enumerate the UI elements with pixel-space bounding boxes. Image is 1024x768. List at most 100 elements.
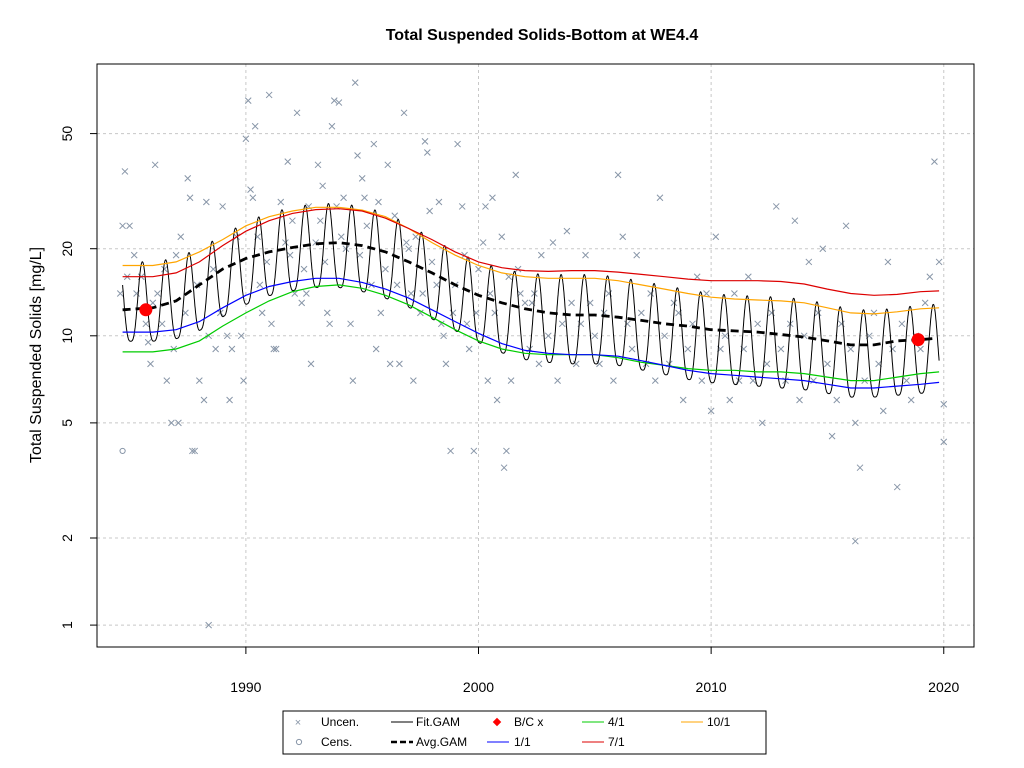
y-tick-label: 50 xyxy=(59,126,75,142)
legend-item-4-1: 4/1 xyxy=(582,715,625,729)
data-point-uncen xyxy=(828,432,836,440)
data-point-uncen xyxy=(435,198,443,206)
data-point-uncen xyxy=(479,239,487,246)
data-point-uncen xyxy=(889,345,896,353)
data-point-uncen xyxy=(498,233,506,241)
data-point-uncen xyxy=(624,320,631,328)
data-point-uncen xyxy=(358,175,366,182)
data-point-uncen xyxy=(465,345,473,353)
data-point-bc xyxy=(139,303,153,317)
data-point-uncen xyxy=(219,203,226,210)
data-point-uncen xyxy=(130,251,138,259)
data-point-uncen xyxy=(684,345,692,353)
data-point-uncen xyxy=(354,152,361,159)
data-point-uncen xyxy=(428,258,436,266)
data-point-uncen xyxy=(410,377,417,384)
data-point-uncen xyxy=(856,464,864,472)
legend-item-cens: Cens. xyxy=(295,735,352,749)
data-point-uncen xyxy=(726,396,734,404)
data-point-uncen xyxy=(258,309,266,317)
data-point-uncen xyxy=(698,377,706,384)
data-point-uncen xyxy=(568,299,575,307)
data-point-uncen xyxy=(349,377,357,384)
axes: 1990 2000 2010 2020 1 2 5 10 20 50 xyxy=(59,126,960,695)
data-point-uncen xyxy=(852,537,859,545)
legend-item-avg-gam: Avg.GAM xyxy=(391,735,467,749)
data-point-uncen xyxy=(356,251,364,259)
data-point-uncen xyxy=(582,251,589,259)
data-point-uncen xyxy=(184,175,192,182)
data-point-uncen xyxy=(833,396,841,404)
data-point-uncen xyxy=(347,320,354,328)
y-tick-label: 5 xyxy=(59,419,75,427)
data-point-uncen xyxy=(272,345,280,353)
data-point-uncen xyxy=(940,438,948,446)
data-point-uncen xyxy=(247,186,254,194)
data-point-uncen xyxy=(277,198,285,206)
data-point-uncen xyxy=(154,290,161,297)
data-point-uncen xyxy=(416,309,424,317)
data-point-uncen xyxy=(330,97,338,104)
data-point-uncen xyxy=(537,251,545,259)
data-point-uncen xyxy=(637,309,645,317)
data-point-uncen xyxy=(335,99,343,106)
data-point-uncen xyxy=(852,419,859,427)
data-point-uncen xyxy=(319,182,327,190)
legend-label-cens: Cens. xyxy=(321,735,352,749)
plot-frame xyxy=(96,63,975,648)
data-point-uncen xyxy=(486,290,494,297)
data-point-uncen xyxy=(554,377,561,384)
data-point-uncen xyxy=(433,281,440,289)
data-point-uncen xyxy=(265,91,273,99)
data-point-uncen xyxy=(407,290,415,297)
data-point-uncen xyxy=(268,320,275,328)
data-point-uncen xyxy=(791,217,799,225)
data-point-uncen xyxy=(372,345,380,353)
data-point-uncen xyxy=(300,265,308,273)
data-point-uncen xyxy=(670,299,678,307)
data-point-uncen xyxy=(226,396,233,404)
data-point-uncen xyxy=(610,377,617,384)
data-point-uncen xyxy=(758,419,766,427)
data-point-uncen xyxy=(754,320,762,328)
data-point-uncen xyxy=(898,320,906,328)
data-point-uncen xyxy=(202,198,210,206)
data-point-uncen xyxy=(447,447,454,455)
data-point-uncen xyxy=(426,207,434,215)
data-point-uncen xyxy=(879,407,887,415)
data-point-uncen xyxy=(521,299,529,307)
legend-marker-cens xyxy=(295,738,303,746)
legend-item-1-1: 1/1 xyxy=(487,735,531,749)
data-point-uncen xyxy=(400,109,408,117)
data-point-uncen xyxy=(489,194,496,202)
data-point-uncen xyxy=(205,621,213,629)
data-point-uncen xyxy=(931,158,938,165)
data-point-uncen xyxy=(326,320,333,328)
data-point-uncen xyxy=(903,377,910,384)
data-point-uncen xyxy=(712,233,720,241)
grid-lines xyxy=(97,64,974,647)
data-point-uncen xyxy=(772,203,780,210)
data-point-uncen xyxy=(337,233,345,241)
legend-label-7-1: 7/1 xyxy=(608,735,625,749)
data-point-uncen xyxy=(363,222,371,230)
data-point-uncen xyxy=(405,245,413,253)
data-point-uncen xyxy=(419,290,427,297)
data-point-uncen xyxy=(763,360,771,368)
data-point-uncen xyxy=(442,360,450,368)
data-point-uncen xyxy=(212,345,219,353)
data-point-uncen xyxy=(703,290,710,297)
data-point-uncen xyxy=(298,299,306,307)
data-point-uncen xyxy=(249,194,257,202)
data-point-uncen xyxy=(544,332,552,340)
data-point-uncen xyxy=(503,447,510,455)
series-line-4-1 xyxy=(122,284,940,382)
data-point-uncen xyxy=(819,245,827,253)
data-point-uncen xyxy=(470,447,478,455)
data-point-uncen xyxy=(328,122,336,130)
data-point-uncen xyxy=(679,396,687,404)
data-point-uncen xyxy=(196,377,203,384)
data-point-uncen xyxy=(144,338,152,346)
legend-label-avg-gam: Avg.GAM xyxy=(416,735,467,749)
